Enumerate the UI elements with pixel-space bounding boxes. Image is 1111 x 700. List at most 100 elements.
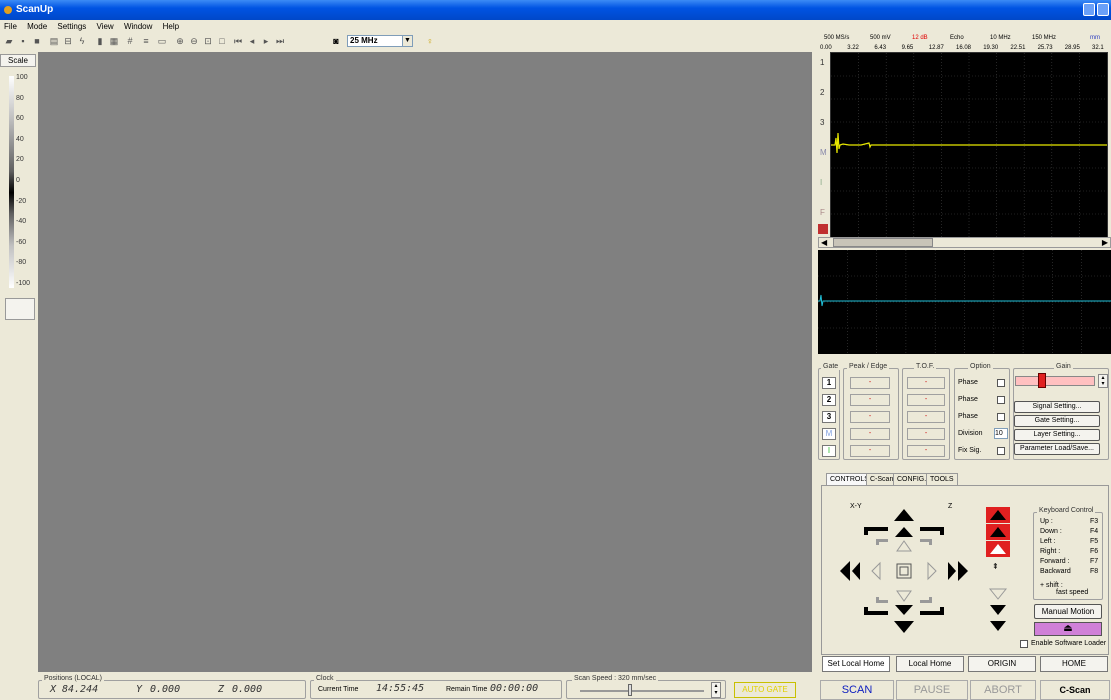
print-icon[interactable]: ▤ xyxy=(49,36,59,46)
scroll-left-icon[interactable]: ◀ xyxy=(821,238,828,247)
ascan-signal xyxy=(831,132,1107,154)
bscan-grid xyxy=(818,250,1111,354)
voltage-range: 500 mV xyxy=(870,35,891,41)
axis-tick-label: 9.65 xyxy=(901,45,914,51)
save-icon[interactable]: ▪ xyxy=(21,36,25,46)
probe-icon[interactable]: ▮ xyxy=(97,36,103,46)
scale-tick: -20 xyxy=(16,197,27,205)
scroll-thumb[interactable] xyxy=(833,238,933,247)
pause-button[interactable]: PAUSE xyxy=(896,680,968,700)
last-icon[interactable]: ⏭ xyxy=(275,36,285,46)
frequency-select[interactable]: 25 MHz ▼ xyxy=(347,35,413,47)
enable-loader-checkbox[interactable] xyxy=(1020,640,1028,648)
menu-bar: File Mode Settings View Window Help xyxy=(0,20,1111,34)
ascan-side-labels: 1 2 3 M I F xyxy=(818,52,830,238)
prev-icon[interactable]: ◂ xyxy=(249,36,255,46)
positions-group xyxy=(38,680,306,699)
table-icon[interactable]: ▭ xyxy=(157,36,167,46)
menu-mode[interactable]: Mode xyxy=(27,22,48,31)
gate-i[interactable]: I xyxy=(822,445,836,457)
minimize-button[interactable] xyxy=(1083,3,1095,16)
tab-config[interactable]: CONFIG. xyxy=(893,473,931,485)
tab-tools[interactable]: TOOLS xyxy=(926,473,958,485)
menu-help[interactable]: Help xyxy=(162,22,180,31)
corner-br-icon xyxy=(920,607,944,615)
key-action: Left : xyxy=(1040,538,1056,545)
fixsig-checkbox[interactable] xyxy=(997,447,1005,455)
phase-checkbox-1[interactable] xyxy=(997,379,1005,387)
scale-preview-box[interactable] xyxy=(5,298,35,320)
manual-motion-button[interactable]: Manual Motion xyxy=(1034,604,1102,619)
zoom-fit-icon[interactable]: ⊡ xyxy=(204,36,212,46)
set-local-home-button[interactable]: Set Local Home xyxy=(822,656,890,672)
menu-window[interactable]: Window xyxy=(123,22,153,31)
lightning-icon[interactable]: ϟ xyxy=(79,36,85,46)
zoom-box-icon[interactable]: □ xyxy=(219,36,225,46)
key-shortcut: F6 xyxy=(1090,548,1099,555)
bscan-plot[interactable] xyxy=(818,250,1111,354)
axis-tick-label: 22.51 xyxy=(1010,45,1026,51)
z-slow-down-icon xyxy=(988,588,1008,600)
corner-bl-small-icon xyxy=(876,597,888,603)
gate-1[interactable]: 1 xyxy=(822,377,836,389)
scan-speed-thumb[interactable] xyxy=(628,684,632,696)
open-icon[interactable]: ▰ xyxy=(5,36,13,46)
side-2[interactable]: 2 xyxy=(820,88,825,97)
scan-button[interactable]: SCAN xyxy=(820,680,894,700)
menu-file[interactable]: File xyxy=(4,22,17,31)
frame-icon[interactable]: ⊟ xyxy=(64,36,72,46)
local-home-button[interactable]: Local Home xyxy=(896,656,964,672)
next-icon[interactable]: ▸ xyxy=(263,36,269,46)
zoom-in-icon[interactable]: ⊕ xyxy=(176,36,184,46)
abort-button[interactable]: ABORT xyxy=(970,680,1036,700)
zoom-out-icon[interactable]: ⊖ xyxy=(190,36,198,46)
phase-checkbox-2[interactable] xyxy=(997,396,1005,404)
restore-button[interactable] xyxy=(1097,3,1109,16)
gain-slider-thumb[interactable] xyxy=(1038,373,1046,388)
origin-button[interactable]: ORIGIN xyxy=(968,656,1036,672)
side-1[interactable]: 1 xyxy=(820,58,825,67)
layers-icon[interactable]: ≡ xyxy=(143,36,149,46)
stop-icon[interactable]: ■ xyxy=(34,36,40,46)
grid-icon[interactable]: # xyxy=(127,36,133,46)
ascan-plot[interactable] xyxy=(830,52,1108,238)
home-button[interactable]: HOME xyxy=(1040,656,1108,672)
cscan-mode-button[interactable]: C-Scan xyxy=(1040,680,1110,700)
menu-view[interactable]: View xyxy=(96,22,114,31)
phase-checkbox-3[interactable] xyxy=(997,413,1005,421)
cscan-view[interactable] xyxy=(38,52,812,672)
eject-button[interactable]: ⏏ xyxy=(1034,622,1102,636)
gate-m[interactable]: M xyxy=(822,428,836,440)
menu-settings[interactable]: Settings xyxy=(57,22,87,31)
calculator-icon[interactable]: ▦ xyxy=(109,36,119,46)
scan-speed-spinner[interactable]: ▴ ▾ xyxy=(711,682,721,698)
ascan-marker-icon[interactable] xyxy=(818,224,828,234)
x-label: X xyxy=(50,684,57,695)
gate-setting-button[interactable]: Gate Setting... xyxy=(1014,415,1100,427)
signal-setting-button[interactable]: Signal Setting... xyxy=(1014,401,1100,413)
division-input[interactable]: 10 xyxy=(994,428,1008,439)
layer-setting-button[interactable]: Layer Setting... xyxy=(1014,429,1100,441)
axis-tick-label: 12.87 xyxy=(928,45,944,51)
gate-2[interactable]: 2 xyxy=(822,394,836,406)
side-i[interactable]: I xyxy=(820,178,823,187)
gain-spinner[interactable]: ▴ ▾ xyxy=(1098,374,1108,388)
z-jog-pad: ⇞ xyxy=(986,507,1010,631)
parameter-load-save-button[interactable]: Parameter Load/Save... xyxy=(1014,443,1100,455)
side-3[interactable]: 3 xyxy=(820,118,825,127)
scroll-right-icon[interactable]: ▶ xyxy=(1101,238,1108,247)
gain-db: 12 dB xyxy=(912,35,928,41)
help-pin-icon[interactable]: ♀ xyxy=(426,36,434,46)
auto-gate-button[interactable]: AUTO GATE xyxy=(734,682,796,698)
fast-right-icon xyxy=(958,561,968,581)
scan-speed-label: Scan Speed : 320 mm/sec xyxy=(572,675,659,682)
side-m[interactable]: M xyxy=(820,148,827,157)
color-scale-bar xyxy=(9,76,14,288)
key-action: Right : xyxy=(1040,548,1061,555)
side-f[interactable]: F xyxy=(820,208,825,217)
first-icon[interactable]: ⏮ xyxy=(233,36,243,46)
gate-3[interactable]: 3 xyxy=(822,411,836,423)
gain-title: Gain xyxy=(1054,363,1073,370)
gain-slider[interactable] xyxy=(1015,376,1095,386)
camera-icon[interactable]: ◙ xyxy=(333,36,339,46)
